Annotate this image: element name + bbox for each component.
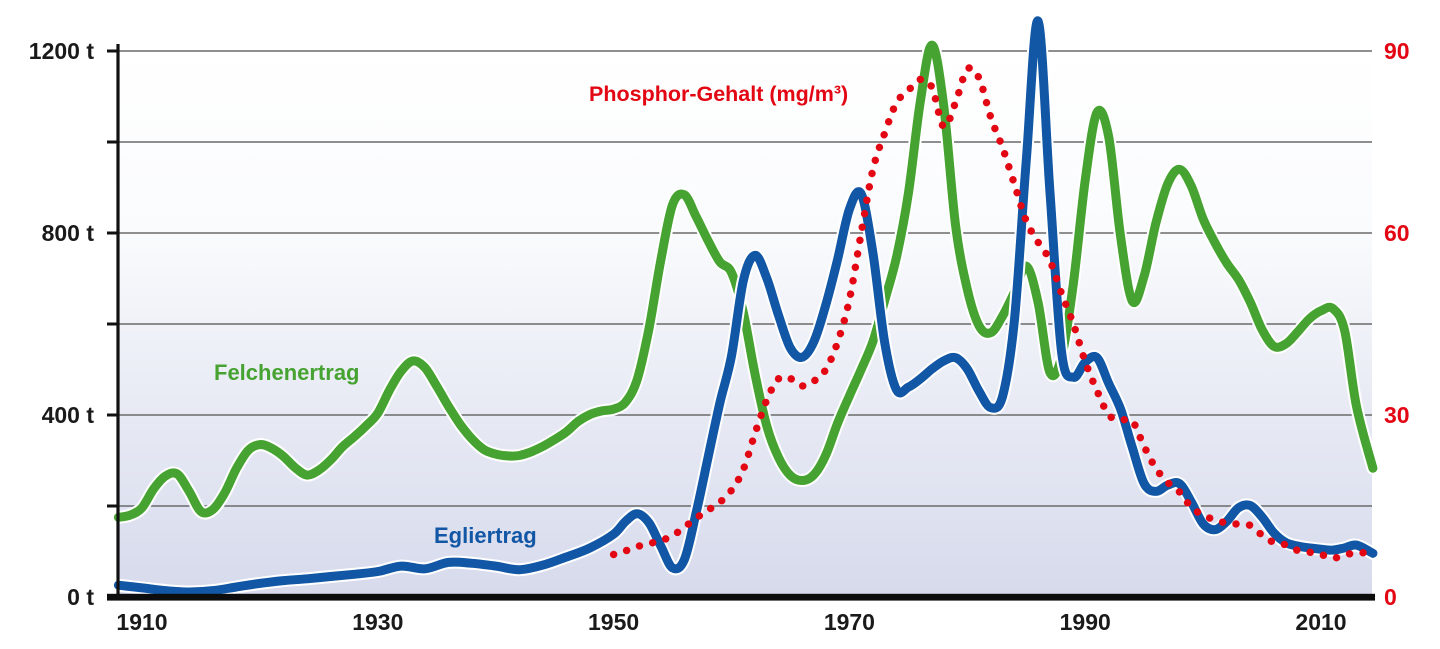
- felchenertrag-curve: [113, 40, 1378, 522]
- y-axis-label: 800 t: [42, 220, 95, 246]
- y-axis-label: 1200 t: [29, 38, 95, 64]
- x-axis-label: 1910: [116, 609, 167, 635]
- x-axis-label: 1950: [588, 609, 639, 635]
- y2-axis-label: 30: [1384, 402, 1410, 428]
- y-axis-label: 400 t: [42, 402, 95, 428]
- x-axis-label: 1930: [352, 609, 403, 635]
- y-axis-label: 0 t: [67, 584, 94, 610]
- x-axis-label: 1970: [824, 609, 875, 635]
- x-axis-label: 1990: [1060, 609, 1111, 635]
- x-axis-line: [107, 593, 1375, 601]
- y2-axis-label: 60: [1384, 220, 1410, 246]
- y2-axis-label: 90: [1384, 38, 1410, 64]
- y2-axis-label: 0: [1384, 584, 1397, 610]
- phosphor-dotted-curve: [609, 64, 1377, 562]
- x-axis-label: 2010: [1295, 609, 1346, 635]
